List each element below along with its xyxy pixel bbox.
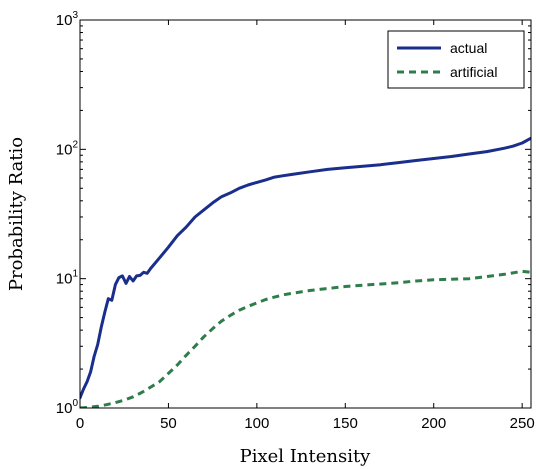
x-tick-label: 150	[333, 415, 358, 432]
x-tick-label: 250	[510, 415, 535, 432]
ticks-layer: 0 50 100 150 200 250 100 101 102 103	[56, 10, 535, 432]
y-tick-label: 103	[56, 10, 79, 29]
y-axis-label: Probability Ratio	[6, 137, 27, 291]
series-line-artificial	[80, 269, 531, 408]
legend-box	[387, 30, 525, 89]
x-tick-label: 100	[244, 415, 269, 432]
y-tick-label: 102	[56, 139, 79, 158]
x-tick-label: 50	[160, 415, 177, 432]
series-layer	[80, 136, 531, 408]
x-axis-label: Pixel Intensity	[240, 446, 372, 467]
x-tick-label: 0	[76, 415, 84, 432]
y-tick-label: 101	[56, 269, 79, 288]
legend: actual artificial	[387, 30, 525, 89]
x-tick-label: 200	[421, 415, 446, 432]
plot-frame	[79, 19, 532, 409]
legend-label-artificial: artificial	[450, 64, 497, 80]
legend-label-actual: actual	[450, 40, 487, 56]
series-line-actual	[80, 136, 531, 400]
y-tick-label: 100	[56, 398, 79, 417]
